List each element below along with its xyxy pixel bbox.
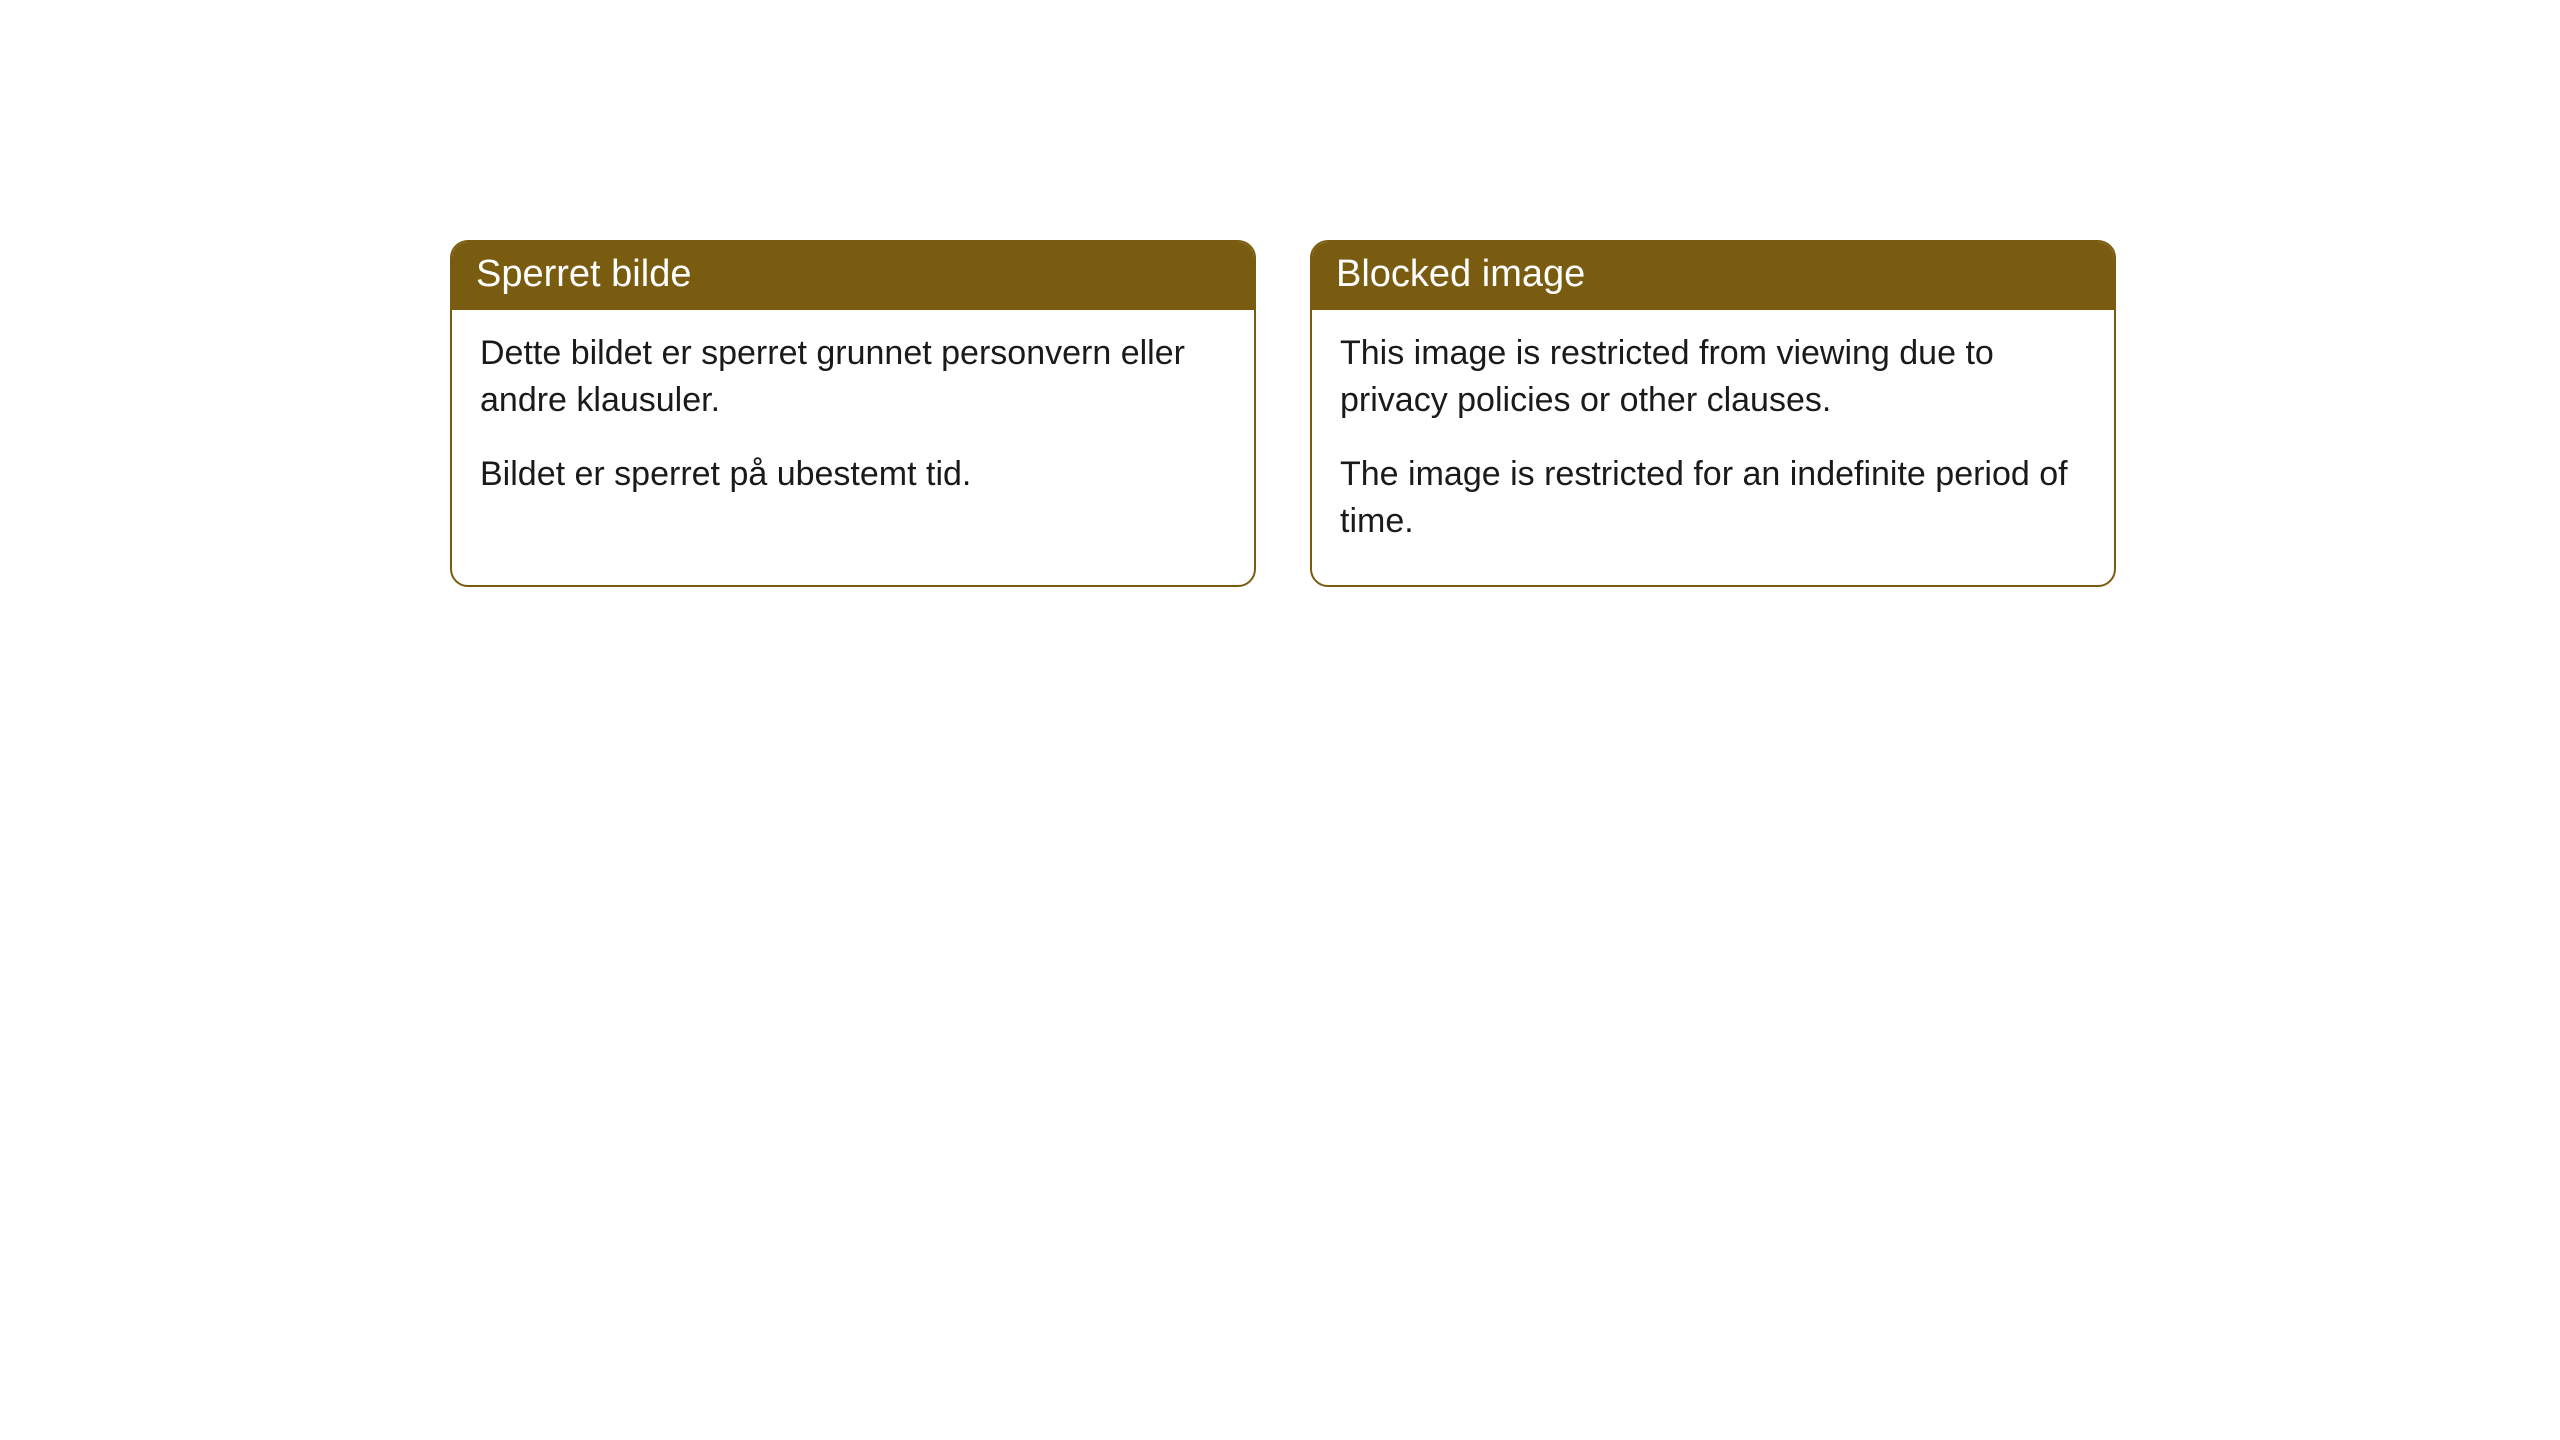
notice-cards-container: Sperret bilde Dette bildet er sperret gr… bbox=[0, 0, 2560, 587]
blocked-image-card-en: Blocked image This image is restricted f… bbox=[1310, 240, 2116, 587]
card-paragraph-en-2: The image is restricted for an indefinit… bbox=[1340, 451, 2086, 545]
card-header-no: Sperret bilde bbox=[452, 242, 1254, 310]
card-title-en: Blocked image bbox=[1336, 253, 1585, 295]
card-body-en: This image is restricted from viewing du… bbox=[1312, 310, 2114, 586]
blocked-image-card-no: Sperret bilde Dette bildet er sperret gr… bbox=[450, 240, 1256, 587]
card-title-no: Sperret bilde bbox=[476, 253, 691, 295]
card-body-no: Dette bildet er sperret grunnet personve… bbox=[452, 310, 1254, 539]
card-header-en: Blocked image bbox=[1312, 242, 2114, 310]
card-paragraph-no-1: Dette bildet er sperret grunnet personve… bbox=[480, 330, 1226, 424]
card-paragraph-en-1: This image is restricted from viewing du… bbox=[1340, 330, 2086, 424]
card-paragraph-no-2: Bildet er sperret på ubestemt tid. bbox=[480, 451, 1226, 498]
